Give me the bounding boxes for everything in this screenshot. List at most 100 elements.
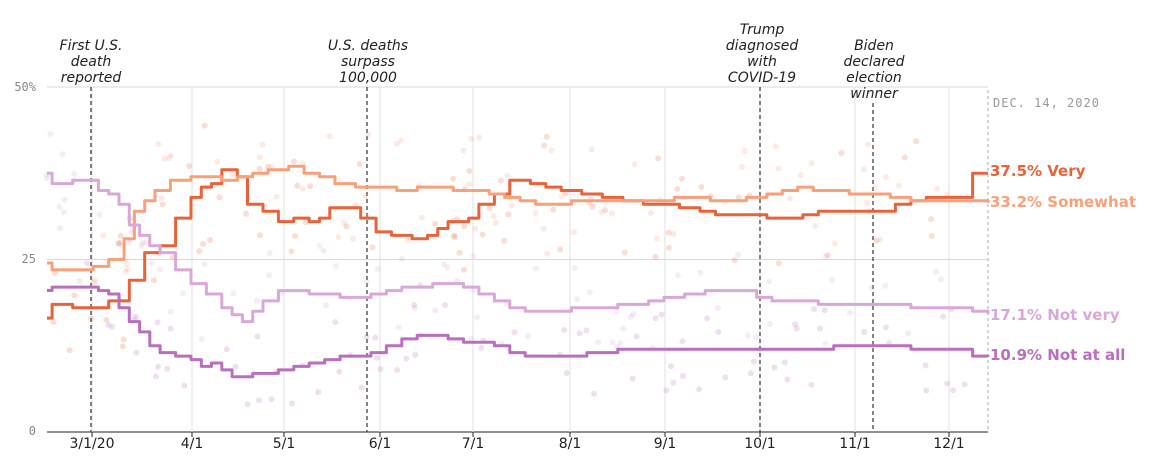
survey-dot	[735, 194, 742, 201]
survey-dot	[775, 165, 782, 172]
survey-dot	[781, 359, 788, 366]
survey-dot	[143, 239, 150, 246]
survey-dot	[230, 290, 237, 297]
survey-dot	[665, 229, 672, 236]
survey-dot	[775, 260, 782, 267]
survey-dot	[497, 177, 504, 184]
survey-dot	[679, 338, 686, 345]
survey-dot	[71, 170, 78, 177]
survey-dot	[474, 314, 481, 321]
series-line-very	[47, 168, 988, 320]
survey-dot	[71, 292, 78, 299]
survey-dot	[670, 379, 677, 386]
survey-dot	[744, 332, 751, 339]
annotation-trump-covid: Trump diagnosed with COVID-19	[725, 22, 799, 86]
survey-dot	[617, 340, 624, 347]
survey-dot	[412, 304, 419, 311]
survey-dot	[207, 236, 214, 243]
survey-dot	[152, 373, 159, 380]
survey-dot	[873, 237, 880, 244]
annotation-biden-winner: Biden declared election winner	[843, 38, 905, 102]
survey-dot	[860, 166, 867, 173]
survey-dot	[468, 335, 475, 342]
survey-dot	[633, 333, 640, 340]
survey-dot	[109, 323, 116, 330]
survey-dot	[670, 231, 677, 238]
series-line-not-very	[47, 171, 990, 324]
survey-dot	[229, 171, 236, 178]
survey-dot	[232, 363, 239, 370]
survey-dot	[786, 195, 793, 202]
x-tick-label-dec: 12/1	[933, 436, 965, 452]
survey-dot	[167, 308, 174, 315]
survey-dot	[256, 165, 263, 172]
survey-dot	[290, 158, 297, 165]
survey-dot	[704, 315, 711, 322]
survey-dot	[928, 233, 935, 240]
survey-dot	[288, 248, 295, 255]
survey-dot	[504, 172, 511, 179]
x-tick-label-may: 5/1	[272, 436, 296, 452]
survey-dot	[574, 296, 581, 303]
survey-dot	[571, 229, 578, 236]
survey-dot	[793, 325, 800, 332]
survey-dot	[343, 223, 350, 230]
survey-dot	[432, 307, 439, 314]
survey-dot	[125, 239, 132, 246]
survey-dot	[156, 266, 163, 273]
survey-dot	[838, 150, 845, 157]
survey-dot	[323, 302, 330, 309]
survey-dot	[478, 344, 485, 351]
survey-dot	[150, 277, 157, 284]
survey-dot	[315, 389, 322, 396]
survey-dot	[621, 249, 628, 256]
survey-dot	[60, 209, 67, 216]
survey-dot	[186, 162, 193, 169]
survey-dot	[540, 225, 547, 232]
survey-dot	[377, 366, 384, 373]
survey-dot	[255, 397, 262, 404]
survey-dot	[864, 141, 871, 148]
survey-dot	[56, 203, 63, 210]
survey-dot	[66, 347, 73, 354]
survey-dot	[326, 133, 333, 140]
survey-dot	[103, 316, 110, 323]
survey-dot	[905, 330, 912, 337]
survey-dot	[452, 233, 459, 240]
survey-dot	[432, 221, 439, 228]
survey-dot	[294, 182, 301, 189]
survey-dot	[652, 253, 659, 260]
survey-dot	[59, 151, 66, 158]
survey-dot	[403, 355, 410, 362]
survey-dot	[933, 268, 940, 275]
survey-dot	[362, 193, 369, 200]
survey-dot	[356, 160, 363, 167]
survey-dot	[333, 262, 340, 269]
survey-dot	[961, 381, 968, 388]
x-tick-label-jul: 7/1	[461, 436, 485, 452]
survey-dot	[653, 235, 660, 242]
series-label-not-very: 17.1% Not very	[990, 306, 1120, 324]
survey-dot	[871, 184, 878, 191]
survey-dot	[882, 324, 889, 331]
survey-dot	[479, 231, 486, 238]
survey-dot	[797, 172, 804, 179]
survey-dot	[470, 253, 477, 260]
survey-dot	[44, 175, 51, 182]
y-tick-label-50: 50%	[14, 80, 36, 94]
x-tick-label-oct: 10/1	[744, 436, 776, 452]
survey-dot	[561, 327, 568, 334]
survey-dot	[557, 246, 564, 253]
survey-dot	[652, 315, 659, 322]
survey-dot	[76, 277, 83, 284]
survey-dot	[412, 351, 419, 358]
survey-dot	[259, 141, 266, 148]
survey-dot	[116, 239, 123, 246]
survey-dot	[450, 232, 457, 239]
survey-dot	[738, 163, 745, 170]
survey-dot	[466, 181, 473, 188]
survey-dot	[122, 268, 129, 275]
survey-dot	[369, 244, 376, 251]
survey-dot	[861, 329, 868, 336]
